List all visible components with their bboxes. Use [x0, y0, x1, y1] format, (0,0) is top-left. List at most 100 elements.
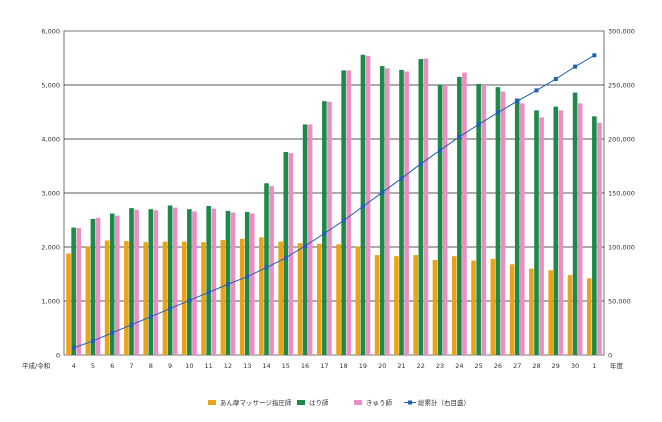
x-tick-label: 22: [417, 362, 425, 370]
bar: [451, 256, 457, 355]
x-tick-label: 29: [552, 362, 560, 370]
bar: [572, 92, 578, 355]
line-marker: [129, 322, 134, 327]
line-marker: [206, 290, 211, 295]
line-marker: [380, 190, 385, 195]
bar: [148, 209, 154, 355]
x-tick-label: 18: [340, 362, 348, 370]
x-tick-label: 12: [224, 362, 232, 370]
y-left-tick-label: 4,000: [41, 136, 60, 144]
y-left-tick-label: 5,000: [41, 82, 60, 90]
x-tick-label: 7: [129, 362, 133, 370]
legend-label: はり師: [309, 398, 329, 407]
bar: [239, 238, 245, 355]
bar: [442, 85, 448, 355]
line-marker: [438, 148, 443, 153]
bar: [481, 85, 487, 355]
bar: [399, 69, 404, 355]
x-tick-label: 13: [243, 362, 251, 370]
bar: [230, 212, 236, 355]
bar: [514, 98, 520, 355]
bar: [95, 217, 101, 355]
bar: [109, 213, 115, 355]
line-marker: [245, 274, 250, 279]
line-marker: [457, 134, 462, 139]
x-tick-label: 15: [282, 362, 290, 370]
bar: [115, 215, 120, 355]
y-right-tick-label: 0: [608, 352, 612, 360]
bar: [385, 68, 390, 355]
bar: [418, 59, 424, 356]
x-tick-label: 1: [592, 362, 596, 370]
bar: [244, 211, 250, 355]
line-marker: [399, 176, 404, 181]
x-tick-label: 8: [149, 362, 153, 370]
line-marker: [303, 243, 308, 248]
x-tick-label: 24: [455, 362, 463, 370]
bar: [220, 239, 226, 355]
y-right-tick-label: 200,000: [608, 136, 635, 144]
y-right-tick-label: 50,000: [608, 298, 631, 306]
line-marker: [360, 204, 365, 209]
line-marker: [225, 282, 230, 287]
bar: [327, 101, 332, 356]
bar: [129, 208, 134, 355]
bar: [413, 255, 418, 355]
bar: [539, 117, 544, 356]
x-tick-label: 21: [397, 362, 405, 370]
bar: [172, 207, 178, 355]
line-marker: [495, 110, 500, 115]
bar: [509, 264, 515, 355]
x-tick-label: 10: [185, 362, 193, 370]
bar: [379, 66, 385, 355]
x-tick-label: 6: [110, 362, 114, 370]
bar: [192, 211, 197, 355]
bar: [162, 241, 168, 355]
x-tick-label: 4: [72, 362, 76, 370]
y-left-tick-label: 6,000: [41, 28, 60, 36]
x-tick-label: 30: [571, 362, 579, 370]
bar: [76, 228, 82, 355]
y-right-tick-label: 150,000: [608, 190, 635, 198]
x-tick-label: 27: [513, 362, 521, 370]
bar: [592, 116, 597, 355]
bar: [259, 237, 264, 355]
bar: [90, 218, 96, 355]
bar: [167, 205, 173, 355]
bar: [341, 70, 346, 356]
y-left-tick-label: 1,000: [41, 298, 60, 306]
bar: [187, 209, 192, 355]
line-marker: [148, 314, 153, 319]
legend-swatch: [297, 400, 305, 405]
legend-label: あん摩マッサージ指圧師: [220, 398, 292, 407]
bar: [355, 246, 361, 355]
legend-swatch: [354, 400, 362, 405]
bar: [586, 278, 592, 355]
legend-label: 総累計（右目盛）: [418, 398, 470, 407]
line-marker: [110, 330, 115, 335]
bar: [490, 258, 496, 355]
bar: [567, 275, 573, 355]
line-marker: [341, 218, 346, 223]
bar: [124, 241, 129, 355]
bar: [534, 110, 539, 355]
y-right-tick-label: 300,000: [608, 28, 635, 36]
line-marker: [71, 345, 76, 350]
bar: [577, 103, 583, 355]
line-marker: [264, 265, 269, 270]
bar: [181, 241, 187, 355]
line-marker: [553, 77, 558, 82]
bar: [553, 106, 559, 355]
line-marker: [534, 88, 539, 93]
line-marker: [476, 122, 481, 127]
x-tick-label: 28: [532, 362, 540, 370]
bar: [85, 246, 91, 355]
bar: [394, 256, 399, 355]
bar: [423, 58, 429, 355]
line-marker: [322, 231, 327, 236]
bar: [597, 122, 602, 355]
bar: [404, 71, 409, 355]
bar: [153, 210, 159, 355]
line-series: [71, 53, 597, 350]
bar: [307, 124, 313, 355]
